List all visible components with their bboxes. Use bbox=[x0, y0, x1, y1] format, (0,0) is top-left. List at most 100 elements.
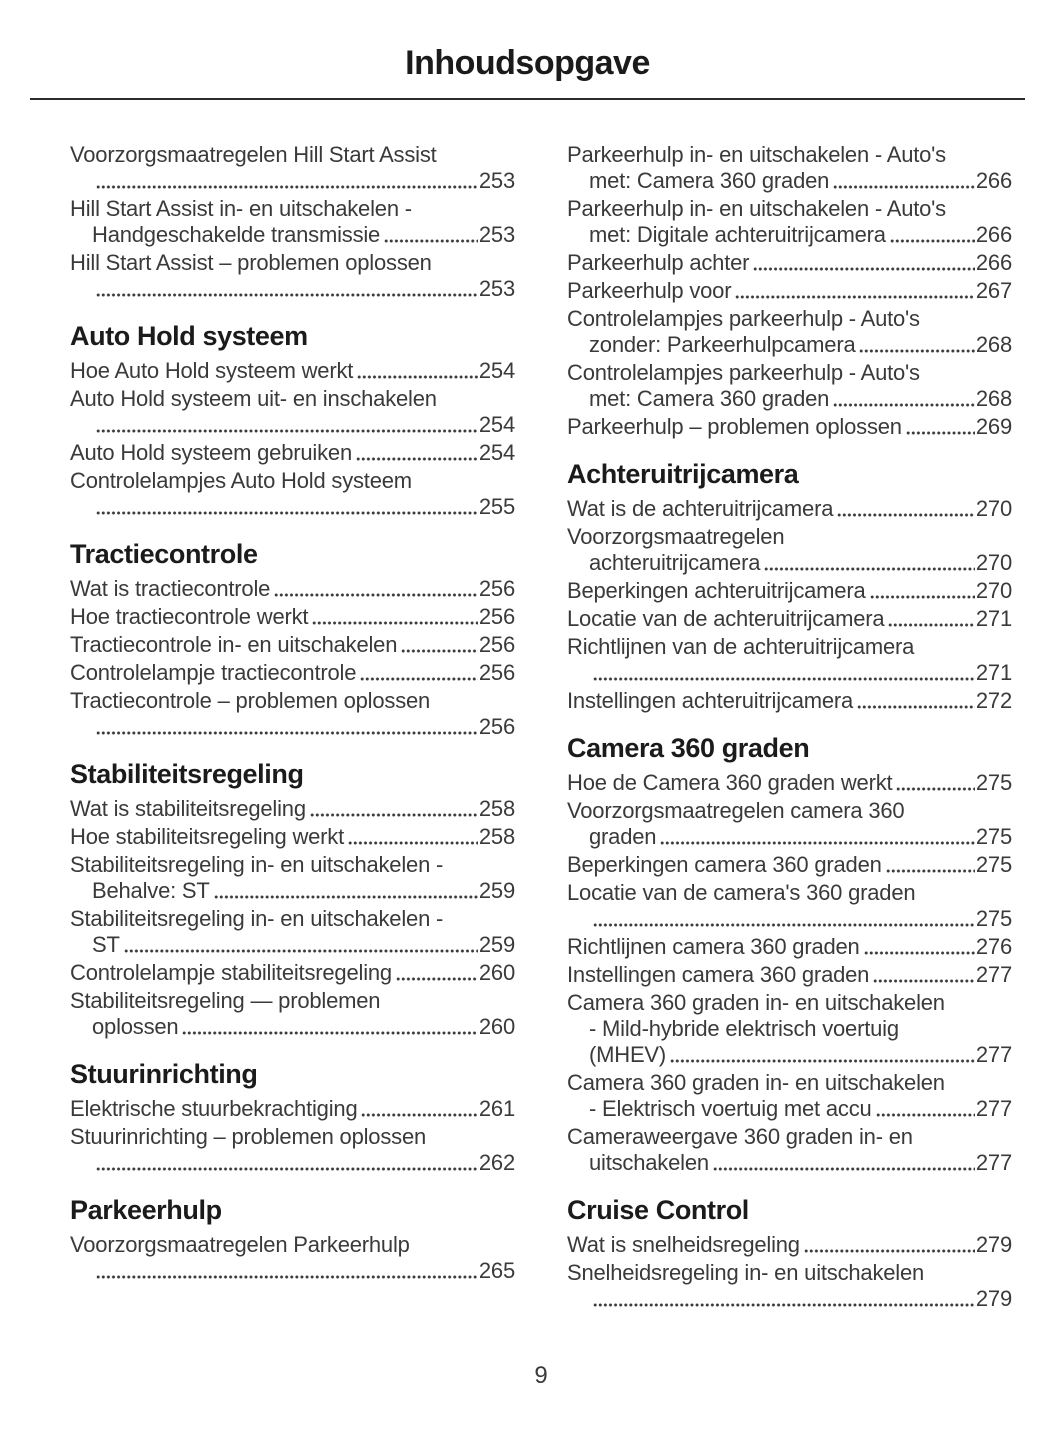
toc-page-number: 253 bbox=[478, 222, 515, 247]
toc-page-number: 271 bbox=[975, 660, 1012, 685]
toc-entry-leader-line: Hoe stabiliteitsregeling werkt 258 bbox=[70, 824, 515, 850]
toc-page-number: 266 bbox=[975, 168, 1012, 193]
toc-entry-leader-line: achteruitrijcamera 270 bbox=[567, 550, 1012, 576]
toc-entry-text: Parkeerhulp – problemen oplossen bbox=[567, 414, 902, 439]
toc-entry-leader-line: Wat is stabiliteitsregeling 258 bbox=[70, 796, 515, 822]
dot-leader bbox=[96, 1274, 478, 1280]
toc-entry-line: Stabiliteitsregeling in- en uitschakelen… bbox=[70, 906, 444, 931]
toc-entry: Parkeerhulp in- en uitschakelen - Auto's… bbox=[567, 196, 1012, 248]
dot-leader bbox=[712, 1166, 975, 1172]
dot-leader bbox=[764, 566, 975, 572]
toc-entry-text: Parkeerhulp achter bbox=[567, 250, 750, 275]
toc-page-number: 277 bbox=[975, 1096, 1012, 1121]
dot-leader bbox=[905, 430, 975, 436]
dot-leader bbox=[837, 512, 975, 518]
toc-entry: Controlelampjes Auto Hold systeem 255 bbox=[70, 468, 515, 520]
dot-leader bbox=[753, 266, 975, 272]
dot-leader bbox=[660, 840, 975, 846]
toc-entry-leader-line: 275 bbox=[567, 906, 1012, 932]
toc-entry: Hoe stabiliteitsregeling werkt 258 bbox=[70, 824, 515, 850]
toc-entry: Locatie van de camera's 360 graden 275 bbox=[567, 880, 1012, 932]
toc-entry-line: Voorzorgsmaatregelen Hill Start Assist bbox=[70, 142, 437, 167]
toc-entry-text: Tractiecontrole in- en uitschakelen bbox=[70, 632, 398, 657]
toc-entry-leader-line: zonder: Parkeerhulpcamera 268 bbox=[567, 332, 1012, 358]
toc-page-number: 256 bbox=[478, 714, 515, 739]
toc-page-number: 279 bbox=[975, 1232, 1012, 1257]
toc-entry-text: met: Camera 360 graden bbox=[589, 386, 830, 411]
toc-entry-line: Voorzorgsmaatregelen bbox=[567, 524, 785, 549]
toc-entry-leader-line: 255 bbox=[70, 494, 515, 520]
dot-leader bbox=[274, 592, 478, 598]
dot-leader bbox=[885, 868, 975, 874]
toc-entry: Locatie van de achteruitrijcamera 271 bbox=[567, 606, 1012, 632]
toc-page-number: 266 bbox=[975, 222, 1012, 247]
toc-entry: Voorzorgsmaatregelen camera 360 graden 275 bbox=[567, 798, 1012, 850]
toc-entry-text: graden bbox=[589, 824, 657, 849]
toc-entry-leader-line: Elektrische stuurbekrachtiging 261 bbox=[70, 1096, 515, 1122]
dot-leader bbox=[833, 184, 975, 190]
toc-entry-leader-line: 253 bbox=[70, 168, 515, 194]
toc-entry-leader-line: Parkeerhulp – problemen oplossen 269 bbox=[567, 414, 1012, 440]
toc-entry: Instellingen camera 360 graden 277 bbox=[567, 962, 1012, 988]
toc-page-number: 261 bbox=[478, 1096, 515, 1121]
toc-entry-leader-line: Hoe tractiecontrole werkt 256 bbox=[70, 604, 515, 630]
toc-entry: Controlelampje tractiecontrole 256 bbox=[70, 660, 515, 686]
toc-entry-line: Tractiecontrole – problemen oplossen bbox=[70, 688, 431, 713]
dot-leader bbox=[875, 1112, 975, 1118]
toc-entry-text: Richtlijnen camera 360 graden bbox=[567, 934, 860, 959]
toc-entry: Richtlijnen camera 360 graden 276 bbox=[567, 934, 1012, 960]
toc-entry-leader-line: Parkeerhulp voor 267 bbox=[567, 278, 1012, 304]
toc-entry-text: Hoe tractiecontrole werkt bbox=[70, 604, 309, 629]
toc-entry-leader-line: Wat is de achteruitrijcamera 270 bbox=[567, 496, 1012, 522]
toc-entry-text: Hoe de Camera 360 graden werkt bbox=[567, 770, 893, 795]
dot-leader bbox=[863, 950, 975, 956]
toc-entry: Parkeerhulp in- en uitschakelen - Auto's… bbox=[567, 142, 1012, 194]
toc-entry-text: Elektrische stuurbekrachtiging bbox=[70, 1096, 358, 1121]
toc-entry: Wat is stabiliteitsregeling 258 bbox=[70, 796, 515, 822]
toc-entry: Tractiecontrole – problemen oplossen 256 bbox=[70, 688, 515, 740]
toc-entry-leader-line: 253 bbox=[70, 276, 515, 302]
toc-entry: Stuurinrichting – problemen oplossen 262 bbox=[70, 1124, 515, 1176]
toc-page-number: 275 bbox=[975, 824, 1012, 849]
toc-entry-text: Locatie van de achteruitrijcamera bbox=[567, 606, 885, 631]
toc-entry-text: Beperkingen achteruitrijcamera bbox=[567, 578, 866, 603]
toc-page-number: 271 bbox=[975, 606, 1012, 631]
toc-entry-leader-line: met: Camera 360 graden 268 bbox=[567, 386, 1012, 412]
toc-entry-text: Wat is stabiliteitsregeling bbox=[70, 796, 306, 821]
toc-entry-text: Controlelampje stabiliteitsregeling bbox=[70, 960, 392, 985]
dot-leader bbox=[888, 622, 975, 628]
dot-leader bbox=[361, 1112, 478, 1118]
toc-entry: Auto Hold systeem gebruiken 254 bbox=[70, 440, 515, 466]
toc-entry-line: Camera 360 graden in- en uitschakelen bbox=[567, 1070, 945, 1095]
toc-entry-line: - Mild-hybride elektrisch voertuig bbox=[589, 1016, 899, 1041]
dot-leader bbox=[357, 374, 478, 380]
page-number: 9 bbox=[534, 1362, 548, 1389]
toc-entry-text: Hoe Auto Hold systeem werkt bbox=[70, 358, 354, 383]
toc-page-number: 276 bbox=[975, 934, 1012, 959]
dot-leader bbox=[96, 184, 478, 190]
toc-entry: Voorzorgsmaatregelen Parkeerhulp 265 bbox=[70, 1232, 515, 1284]
toc-entry: Wat is tractiecontrole 256 bbox=[70, 576, 515, 602]
toc-entry: Hill Start Assist in- en uitschakelen -H… bbox=[70, 196, 515, 248]
toc-entry-leader-line: Beperkingen camera 360 graden 275 bbox=[567, 852, 1012, 878]
toc-entry-text: Parkeerhulp voor bbox=[567, 278, 732, 303]
toc-entry-line: Controlelampjes parkeerhulp - Auto's bbox=[567, 306, 920, 331]
toc-page-number: 256 bbox=[478, 604, 515, 629]
toc-entry-leader-line: Parkeerhulp achter 266 bbox=[567, 250, 1012, 276]
toc-page-number: 262 bbox=[478, 1150, 515, 1175]
toc-entry-leader-line: met: Digitale achteruitrijcamera 266 bbox=[567, 222, 1012, 248]
toc-entry: Voorzorgsmaatregelen achteruitrijcamera 27… bbox=[567, 524, 1012, 576]
toc: Voorzorgsmaatregelen Hill Start Assist 25… bbox=[0, 100, 1055, 1314]
dot-leader bbox=[401, 648, 478, 654]
dot-leader bbox=[735, 294, 975, 300]
toc-entry-line: Richtlijnen van de achteruitrijcamera bbox=[567, 634, 915, 659]
dot-leader bbox=[355, 456, 478, 462]
dot-leader bbox=[96, 428, 478, 434]
toc-entry-text: uitschakelen bbox=[589, 1150, 709, 1175]
toc-entry-line: Camera 360 graden in- en uitschakelen bbox=[567, 990, 945, 1015]
toc-page-number: 260 bbox=[478, 1014, 515, 1039]
toc-entry-leader-line: - Elektrisch voertuig met accu 277 bbox=[567, 1096, 1012, 1122]
toc-entry-leader-line: ST 259 bbox=[70, 932, 515, 958]
toc-entry: Wat is de achteruitrijcamera 270 bbox=[567, 496, 1012, 522]
toc-entry-leader-line: Handgeschakelde transmissie 253 bbox=[70, 222, 515, 248]
